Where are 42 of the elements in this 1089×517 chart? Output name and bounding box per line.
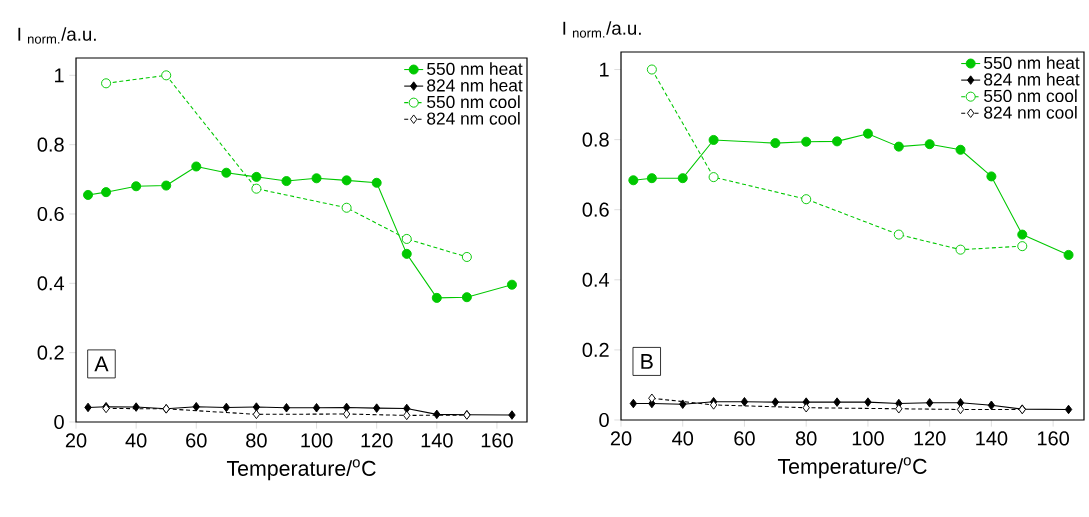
x-tick-label: 120 [914, 431, 946, 446]
legend-label: 824 nm heat [984, 72, 1080, 86]
x-tick-label: 20 [610, 431, 632, 446]
x-axis-title: Temperature/$^{o}$C [226, 459, 376, 481]
x-tick-label: 160 [481, 433, 513, 448]
y-tick-label: 1 [55, 68, 64, 83]
y-tick-label: 0.2 [582, 342, 609, 357]
y-tick-label: 0.4 [582, 272, 610, 287]
legend-label: 550 nm heat [427, 62, 523, 75]
legend-label: 824 nm heat [427, 78, 523, 92]
x-tick-label: 40 [125, 433, 147, 448]
x-tick-label: 100 [852, 431, 884, 446]
y-axis-title: I $_{norm.}$/a.u. [563, 21, 641, 38]
x-tick-label: 60 [734, 431, 755, 446]
x-tick-label: 160 [1037, 431, 1070, 446]
y-tick-label: 0.8 [37, 137, 64, 152]
x-tick-label: 140 [976, 431, 1008, 446]
y-tick-label: 0.8 [582, 132, 609, 147]
legend-label: 550 nm cool [427, 95, 520, 109]
y-tick-label: 0.6 [582, 202, 609, 217]
legend-label: 550 nm cool [984, 89, 1077, 103]
x-tick-label: 40 [672, 431, 694, 446]
x-tick-label: 100 [301, 433, 333, 448]
y-tick-label: 0 [54, 414, 64, 430]
y-tick-label: 0.4 [37, 276, 65, 291]
x-tick-label: 80 [795, 431, 817, 446]
x-tick-label: 60 [186, 433, 207, 448]
legend-label: 824 nm cool [984, 105, 1077, 119]
y-tick-label: 0 [599, 412, 609, 428]
y-tick-label: 1 [600, 62, 609, 77]
y-tick-label: 0.2 [37, 345, 64, 360]
x-tick-label: 120 [361, 433, 393, 448]
annotation: A [94, 356, 109, 372]
x-axis-title: Temperature/$^{o}$C [777, 457, 927, 479]
annotation: B [641, 354, 653, 369]
x-tick-label: 80 [246, 433, 267, 448]
y-axis-title: I $_{norm.}$/a.u. [18, 27, 96, 44]
legend-label: 824 nm cool [427, 111, 520, 125]
legend-label: 550 nm heat [984, 56, 1080, 69]
y-tick-label: 0.6 [37, 206, 64, 222]
x-tick-label: 140 [421, 433, 453, 448]
x-tick-label: 20 [65, 433, 87, 448]
